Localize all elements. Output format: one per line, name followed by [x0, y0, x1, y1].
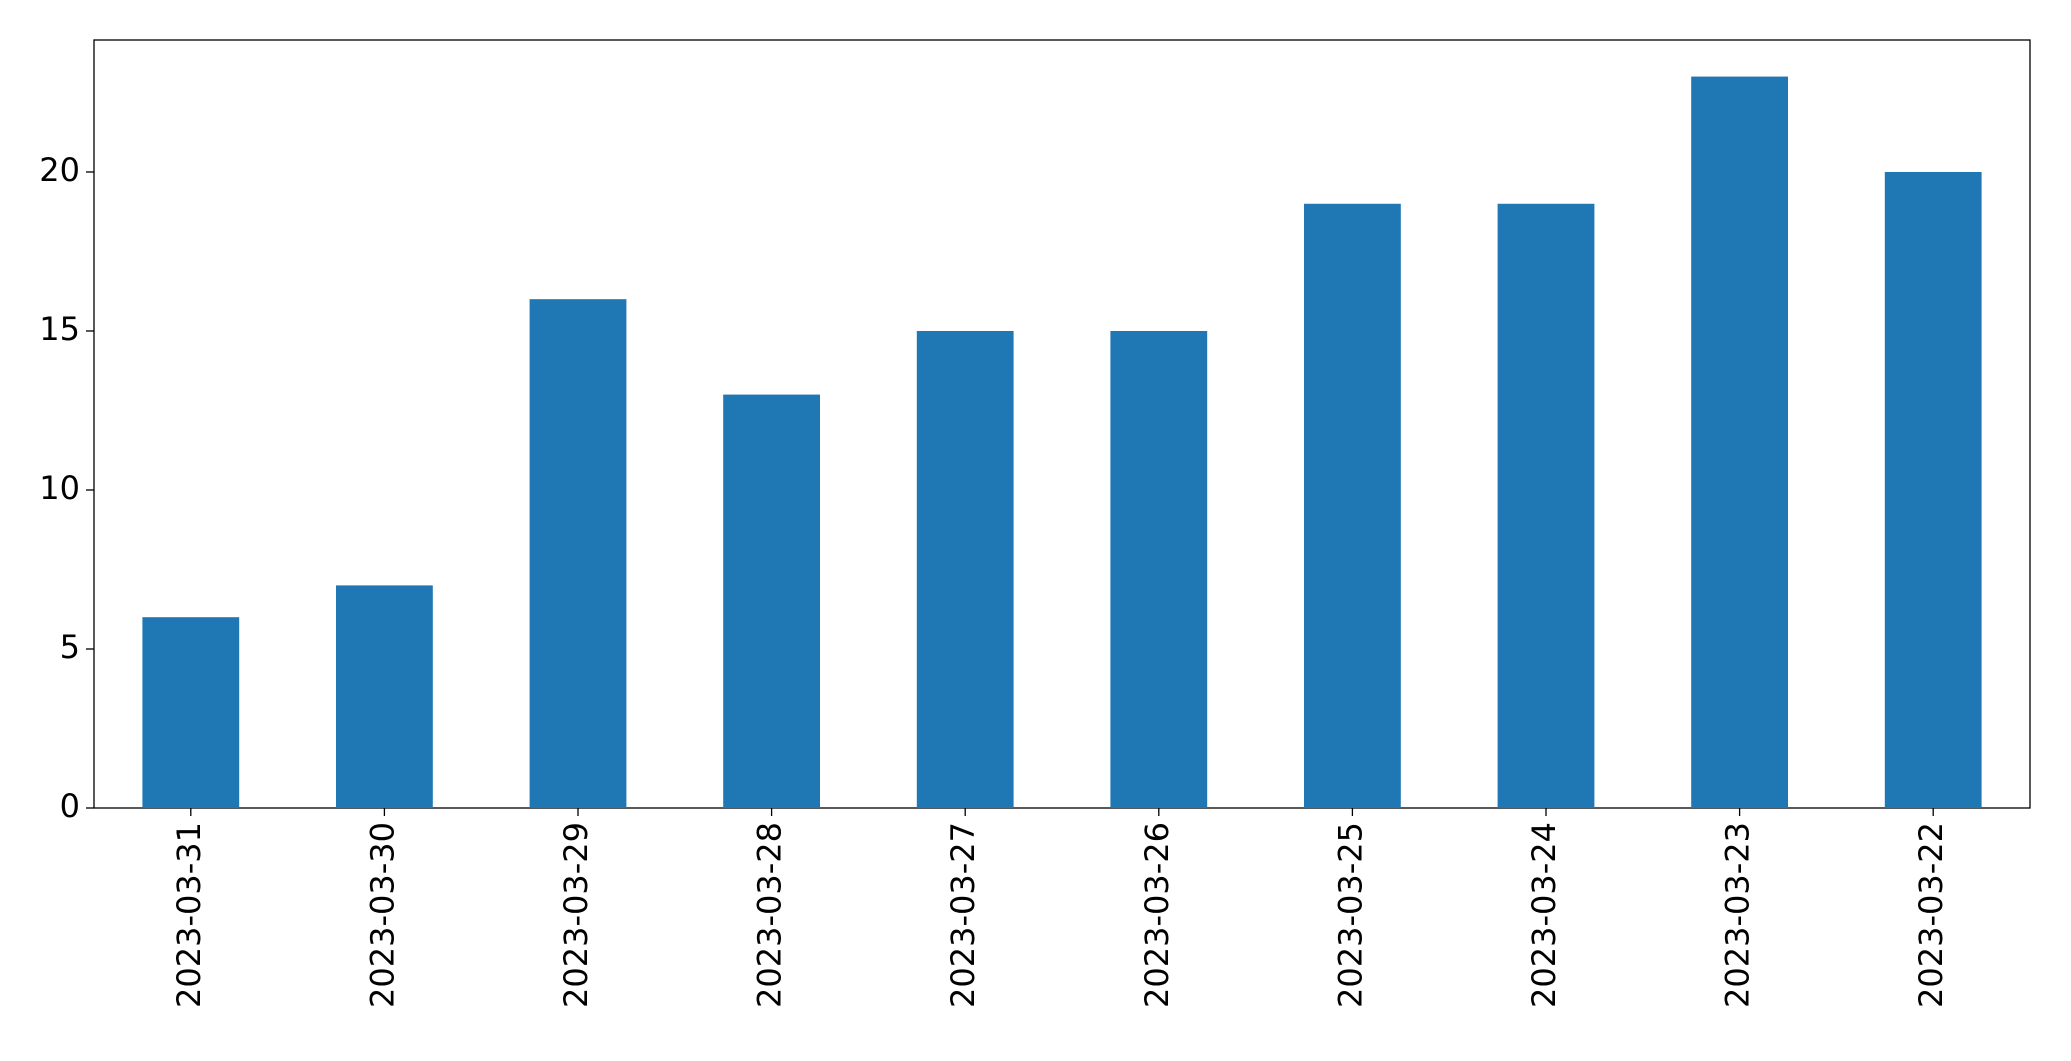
bar	[1884, 171, 1982, 808]
y-tick-label: 10	[39, 469, 80, 507]
y-tick-label: 5	[60, 628, 80, 666]
x-tick-label: 2023-03-31	[170, 822, 208, 1008]
bar	[1497, 203, 1595, 809]
x-tick-label: 2023-03-22	[1912, 822, 1950, 1008]
x-tick-label: 2023-03-26	[1138, 822, 1176, 1008]
x-tick-label: 2023-03-25	[1331, 822, 1369, 1008]
bar	[1110, 330, 1208, 808]
bar	[142, 617, 240, 808]
x-tick-label: 2023-03-27	[944, 822, 982, 1008]
x-tick-label: 2023-03-28	[751, 822, 789, 1008]
bar	[916, 330, 1014, 808]
bar	[1691, 76, 1788, 809]
bar	[336, 585, 433, 808]
x-tick-label: 2023-03-29	[557, 822, 595, 1008]
bar	[1304, 203, 1401, 809]
x-tick-label: 2023-03-24	[1525, 822, 1563, 1008]
bar	[529, 299, 627, 808]
y-tick-label: 0	[60, 787, 80, 825]
y-tick-label: 15	[39, 310, 80, 348]
axes-frame	[93, 39, 2031, 809]
x-tick-label: 2023-03-23	[1719, 822, 1757, 1008]
x-tick-label: 2023-03-30	[363, 822, 401, 1008]
bar	[723, 394, 820, 808]
y-tick-label: 20	[39, 151, 80, 189]
